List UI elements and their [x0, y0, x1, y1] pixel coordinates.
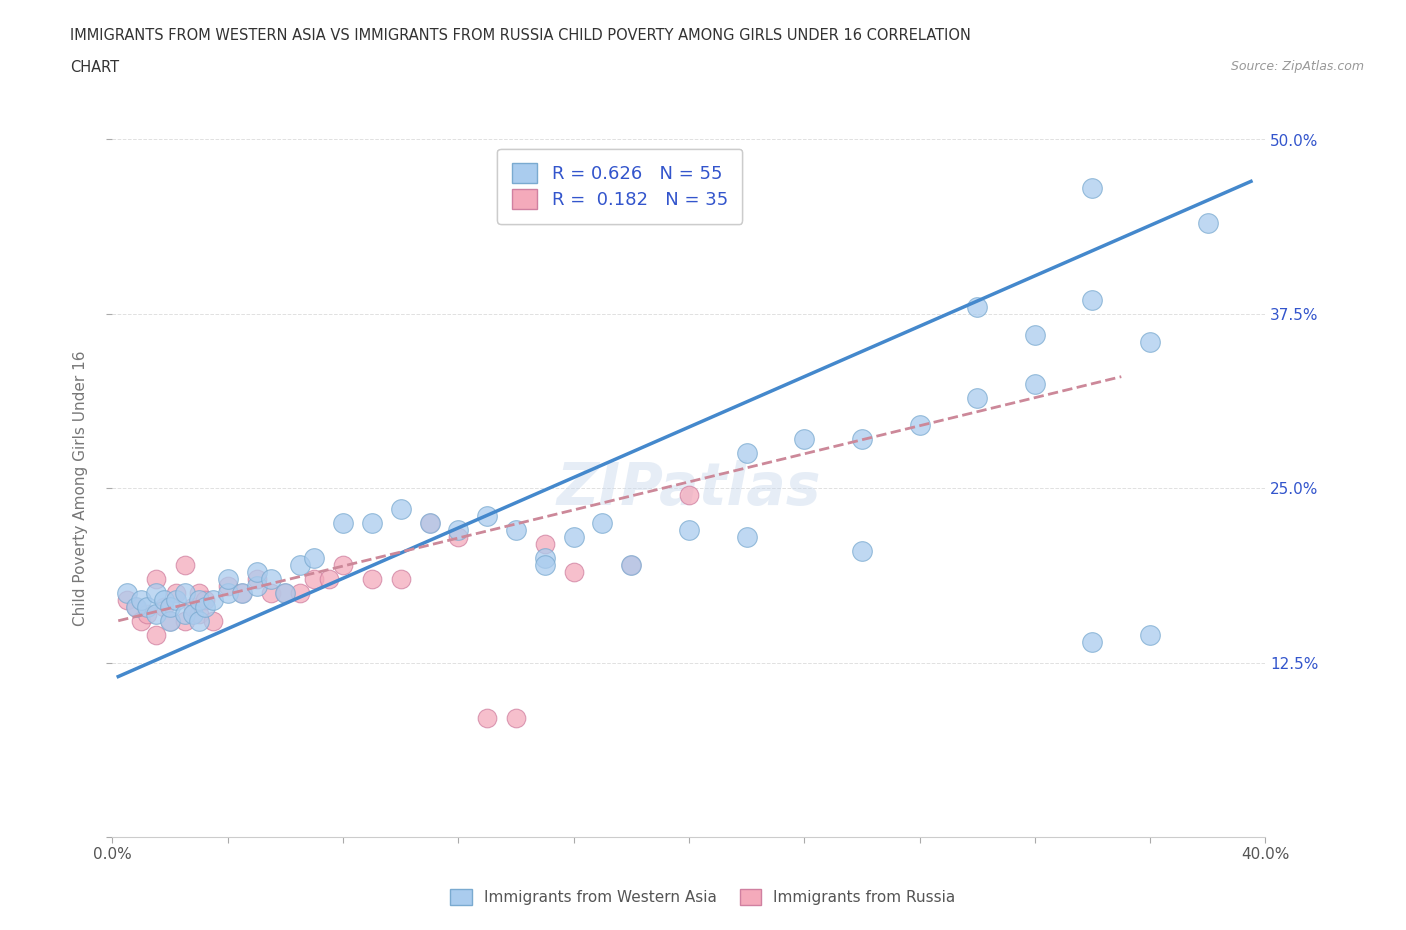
Point: [592, 515, 614, 530]
Point: [288, 558, 311, 573]
Point: [505, 711, 527, 725]
Point: [360, 515, 382, 530]
Point: [419, 515, 441, 530]
Point: [145, 586, 167, 601]
Point: [274, 586, 297, 601]
Point: [173, 606, 195, 621]
Text: CHART: CHART: [70, 60, 120, 75]
Point: [908, 418, 931, 433]
Point: [562, 565, 585, 579]
Point: [245, 565, 267, 579]
Text: ZIPatlas: ZIPatlas: [557, 459, 821, 517]
Point: [678, 523, 700, 538]
Point: [1081, 180, 1104, 196]
Point: [360, 571, 382, 587]
Point: [1024, 327, 1046, 342]
Point: [447, 523, 470, 538]
Point: [217, 586, 239, 601]
Point: [129, 592, 153, 607]
Point: [735, 530, 758, 545]
Point: [1139, 334, 1161, 349]
Point: [173, 614, 195, 629]
Point: [304, 551, 326, 565]
Point: [318, 571, 340, 587]
Point: [966, 391, 988, 405]
Point: [475, 711, 498, 725]
Point: [231, 586, 253, 601]
Point: [145, 606, 167, 621]
Point: [288, 586, 311, 601]
Point: [274, 586, 297, 601]
Point: [678, 488, 700, 503]
Point: [389, 571, 412, 587]
Point: [562, 530, 585, 545]
Point: [173, 558, 195, 573]
Point: [129, 614, 153, 629]
Point: [533, 537, 555, 551]
Point: [851, 543, 873, 558]
Point: [620, 558, 643, 573]
Y-axis label: Child Poverty Among Girls Under 16: Child Poverty Among Girls Under 16: [73, 351, 89, 626]
Point: [447, 530, 470, 545]
Point: [194, 600, 217, 615]
Point: [475, 509, 498, 524]
Point: [159, 600, 181, 615]
Point: [1081, 634, 1104, 649]
Point: [194, 592, 217, 607]
Point: [1024, 376, 1046, 391]
Point: [966, 299, 988, 314]
Point: [1139, 628, 1161, 643]
Point: [124, 600, 146, 615]
Point: [115, 586, 138, 601]
Point: [304, 571, 326, 587]
Point: [165, 586, 187, 601]
Point: [188, 614, 211, 629]
Point: [1197, 216, 1219, 231]
Text: IMMIGRANTS FROM WESTERN ASIA VS IMMIGRANTS FROM RUSSIA CHILD POVERTY AMONG GIRLS: IMMIGRANTS FROM WESTERN ASIA VS IMMIGRAN…: [70, 28, 972, 43]
Point: [533, 558, 555, 573]
Point: [419, 515, 441, 530]
Point: [136, 606, 159, 621]
Point: [620, 558, 643, 573]
Point: [1081, 293, 1104, 308]
Point: [173, 586, 195, 601]
Point: [533, 551, 555, 565]
Point: [217, 571, 239, 587]
Point: [389, 502, 412, 517]
Point: [332, 515, 354, 530]
Point: [245, 578, 267, 593]
Point: [188, 586, 211, 601]
Point: [332, 558, 354, 573]
Point: [115, 592, 138, 607]
Point: [260, 571, 283, 587]
Point: [217, 578, 239, 593]
Point: [165, 592, 187, 607]
Point: [153, 592, 176, 607]
Point: [231, 586, 253, 601]
Point: [153, 600, 176, 615]
Point: [188, 606, 211, 621]
Point: [145, 628, 167, 643]
Point: [136, 600, 159, 615]
Point: [202, 614, 225, 629]
Point: [181, 606, 204, 621]
Point: [159, 614, 181, 629]
Point: [505, 523, 527, 538]
Text: Source: ZipAtlas.com: Source: ZipAtlas.com: [1230, 60, 1364, 73]
Point: [145, 571, 167, 587]
Point: [124, 600, 146, 615]
Point: [159, 614, 181, 629]
Point: [260, 586, 283, 601]
Point: [735, 445, 758, 460]
Legend: Immigrants from Western Asia, Immigrants from Russia: Immigrants from Western Asia, Immigrants…: [443, 881, 963, 913]
Point: [793, 432, 815, 447]
Point: [245, 571, 267, 587]
Point: [188, 592, 211, 607]
Point: [851, 432, 873, 447]
Legend: R = 0.626   N = 55, R =  0.182   N = 35: R = 0.626 N = 55, R = 0.182 N = 35: [498, 149, 742, 223]
Point: [181, 600, 204, 615]
Point: [202, 592, 225, 607]
